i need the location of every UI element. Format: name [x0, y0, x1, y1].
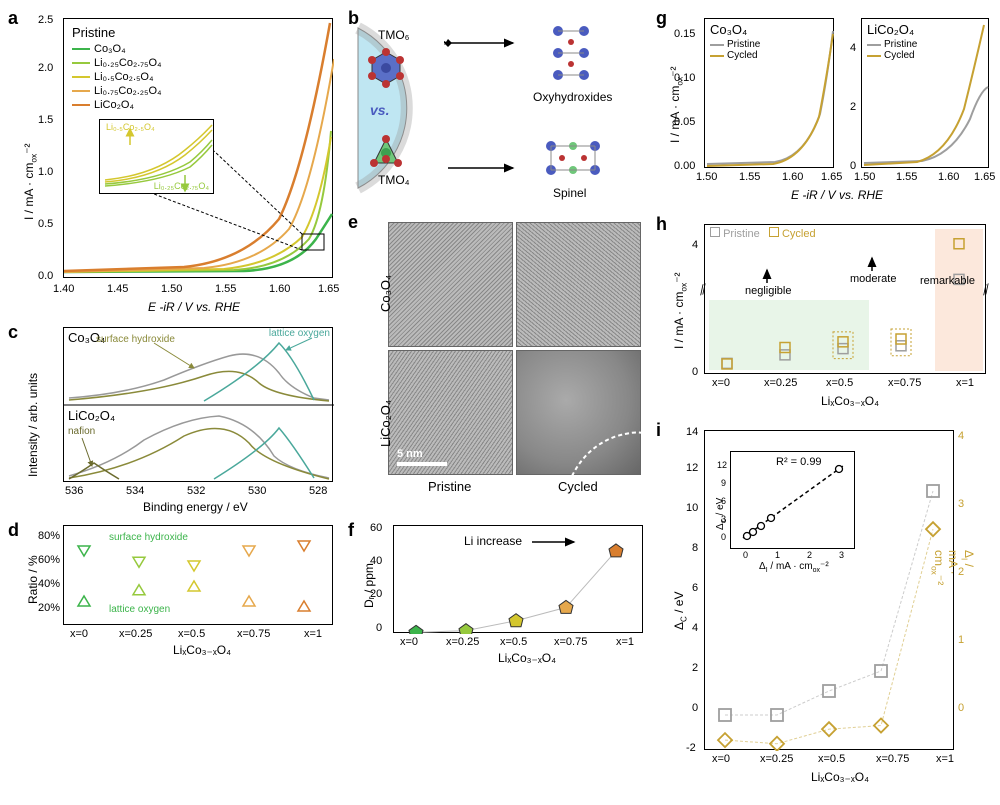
panel-a-label: a [8, 8, 18, 29]
col-pristine: Pristine [428, 479, 471, 494]
remarkable-label: remarkable [920, 275, 975, 287]
panel-f-label: f [348, 520, 354, 541]
panel-c-ylabel: Intensity / arb. units [26, 373, 40, 477]
panel-g-ylabel: I / mA · cmox⁻² [668, 66, 684, 143]
oxyhydroxide-structure [548, 23, 594, 83]
panel-f-xlabel: LiₓCo₃₋ₓO₄ [498, 651, 556, 665]
tem-co3o4-pristine [388, 222, 513, 347]
panel-a-inset: Li₀.₅Co₂.₅O₄ Li₀.₂₅Co₂.₇₅O₄ [99, 119, 214, 194]
tmo6-label: TMO₆ [378, 28, 410, 42]
col-cycled: Cycled [558, 479, 598, 494]
panel-e-label: e [348, 212, 358, 233]
panel-c-bottom-label: LiCo₂O₄ [68, 408, 115, 423]
g-legend2-pristine: Pristine [884, 39, 917, 50]
panel-e: e 5 nm Co₃O₄ LiCo₂O₄ Pristine Cycled [348, 212, 648, 522]
panel-i-inset: R² = 0.99 0 3 6 9 12 0 1 2 3 ΔC / eV ΔI … [730, 451, 855, 549]
legend-series-3: Li₀.₇₅Co₂.₂₅O₄ [94, 84, 162, 98]
lattice-oxygen-label: lattice oxygen [269, 328, 330, 339]
spinel-structure [543, 138, 603, 178]
panel-a-xlabel: E -iR / V vs. RHE [148, 300, 240, 314]
panel-i-label: i [656, 420, 661, 441]
panel-h: h ⁄⁄ ⁄⁄ Pristine Cycled negligible moder… [656, 214, 994, 414]
panel-h-legend: Pristine Cycled [710, 227, 816, 240]
inset-up-label: Li₀.₅Co₂.₅O₄ [106, 122, 155, 132]
g-legend2-cycled: Cycled [884, 50, 915, 61]
g-legend2: Pristine Cycled [867, 39, 917, 61]
tmo4-label: TMO₄ [378, 173, 410, 187]
panel-h-xlabel: LiₓCo₃₋ₓO₄ [821, 394, 879, 408]
panel-h-ylabel: I / mA · cmox⁻² [672, 272, 688, 349]
g-legend-pristine: Pristine [727, 39, 760, 50]
legend-series-1: Li₀.₂₅Co₂.₇₅O₄ [94, 56, 162, 70]
inset-down-label: Li₀.₂₅Co₂.₇₅O₄ [154, 181, 209, 191]
panel-g-right: LiCo₂O₄ Pristine Cycled [861, 18, 989, 168]
r2-label: R² = 0.99 [776, 456, 822, 468]
panel-d-xlabel: LiₓCo₃₋ₓO₄ [173, 643, 231, 657]
panel-a-ylabel: I / mA · cmox⁻² [22, 143, 38, 220]
legend-series-0: Co₃O₄ [94, 42, 126, 56]
legend-series-4: LiCo₂O₄ [94, 98, 134, 112]
panel-c: c Co₃O₄ LiCo₂O₄ surface hydroxide [8, 322, 338, 517]
row-co3o4: Co₃O₄ [378, 275, 393, 312]
negligible-label: negligible [745, 285, 791, 297]
panel-d-chart: surface hydroxide lattice oxygen [63, 525, 333, 625]
g-legend-cycled: Cycled [727, 50, 758, 61]
panel-i: i R² = 0.99 0 3 6 9 12 0 1 2 3 ΔC / eV Δ… [656, 420, 994, 800]
inset-xlabel: ΔI / mA · cmox⁻² [759, 561, 829, 574]
inset-ylabel: ΔC / eV [715, 498, 728, 530]
panel-f-ylabel: Dᵣ / ppm [362, 563, 376, 608]
g-left-title: Co₃O₄ [710, 22, 747, 37]
panel-h-label: h [656, 214, 667, 235]
tem-lico2o4-pristine: 5 nm [388, 350, 513, 475]
panel-c-xlabel: Binding energy / eV [143, 500, 248, 514]
panel-a-legend: Pristine Co₃O₄ Li₀.₂₅Co₂.₇₅O₄ Li₀.₅Co₂.₅… [72, 25, 162, 112]
panel-f-chart: Li increase [393, 525, 643, 633]
panel-g-label: g [656, 8, 667, 29]
spinel-label: Spinel [553, 186, 586, 200]
legend-title: Pristine [72, 25, 162, 40]
panel-d: d surface hydroxide lattice oxygen 20% 4… [8, 520, 338, 660]
panel-g-xlabel: E -iR / V vs. RHE [791, 188, 883, 202]
panel-b: b [348, 8, 648, 208]
surf-hydrox-annotation: surface hydroxide [109, 532, 188, 543]
panel-a-chart: Pristine Co₃O₄ Li₀.₂₅Co₂.₇₅O₄ Li₀.₅Co₂.₅… [63, 18, 333, 278]
panel-d-label: d [8, 520, 19, 541]
panel-i-xlabel: LiₓCo₃₋ₓO₄ [811, 770, 869, 784]
row-lico2o4: LiCo₂O₄ [378, 400, 393, 447]
tem-lico2o4-cycled [516, 350, 641, 475]
h-legend-pristine: Pristine [723, 228, 760, 240]
panel-i-ylabel-left: ΔC / eV [672, 592, 688, 630]
li-increase-label: Li increase [464, 534, 522, 548]
panel-d-ylabel: Ratio / % [26, 555, 40, 604]
moderate-label: moderate [850, 273, 896, 285]
g-right-title: LiCo₂O₄ [867, 22, 914, 37]
panel-i-chart: R² = 0.99 0 3 6 9 12 0 1 2 3 ΔC / eV ΔI … [704, 430, 954, 750]
panel-h-chart: ⁄⁄ ⁄⁄ Pristine Cycled negligible moderat… [704, 224, 986, 374]
nafion-label: nafion [68, 426, 95, 437]
panel-i-ylabel-right: ΔI / mA · cmox⁻² [929, 550, 976, 585]
lattice-oxygen-annotation: lattice oxygen [109, 604, 170, 615]
oxyhydroxides-label: Oxyhydroxides [533, 90, 612, 104]
g-legend: Pristine Cycled [710, 39, 760, 61]
legend-series-2: Li₀.₅Co₂.₅O₄ [94, 70, 153, 84]
scalebar-label: 5 nm [397, 448, 423, 460]
surface-hydroxide-label: surface hydroxide [96, 334, 175, 345]
panel-g: g Co₃O₄ Pristine Cycled LiCo₂O₄ Pristine… [656, 8, 994, 208]
panel-g-left: Co₃O₄ Pristine Cycled [704, 18, 834, 168]
panel-f: f Li increase 0 20 40 60 x=0 x=0.25 x=0.… [348, 520, 648, 670]
panel-c-chart: Co₃O₄ LiCo₂O₄ surface hydroxide lattice … [63, 327, 333, 482]
panel-c-label: c [8, 322, 18, 343]
vs-label: vs. [370, 102, 389, 118]
tem-co3o4-cycled [516, 222, 641, 347]
h-legend-cycled: Cycled [782, 228, 816, 240]
panel-a: a Pristine Co₃O₄ Li₀.₂₅Co₂.₇₅O₄ Li₀.₅Co₂… [8, 8, 338, 318]
